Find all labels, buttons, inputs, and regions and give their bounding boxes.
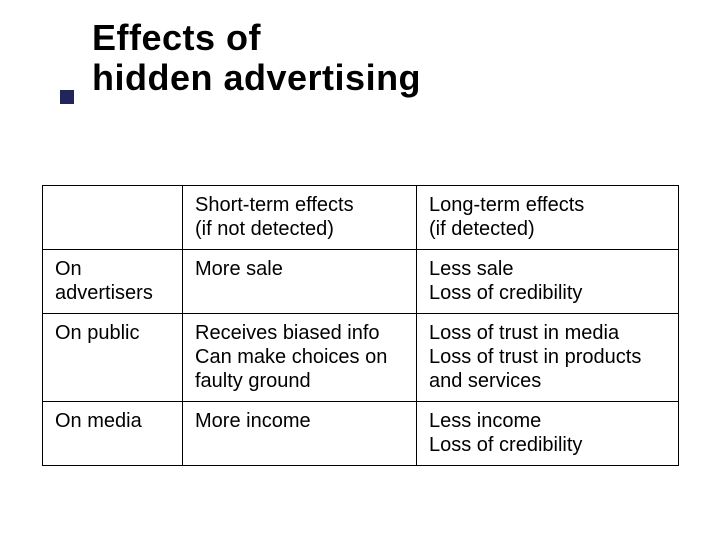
cell: Receives biased info Can make choices on… xyxy=(183,313,417,401)
effects-table: Short-term effects (if not detected) Lon… xyxy=(42,185,678,466)
slide: Effects of hidden advertising Short-term… xyxy=(0,0,720,540)
cell: Less sale Loss of credibility xyxy=(417,249,679,313)
cell: Less income Loss of credibility xyxy=(417,401,679,465)
table-row: On advertisers More sale Less sale Loss … xyxy=(43,249,679,313)
header-cell-long-term: Long-term effects (if detected) xyxy=(417,186,679,250)
title-line-1: Effects of xyxy=(92,17,261,58)
title-line-2: hidden advertising xyxy=(92,57,421,98)
row-label-advertisers: On advertisers xyxy=(43,249,183,313)
table-row: Short-term effects (if not detected) Lon… xyxy=(43,186,679,250)
cell: More income xyxy=(183,401,417,465)
row-label-media: On media xyxy=(43,401,183,465)
table-row: On media More income Less income Loss of… xyxy=(43,401,679,465)
table: Short-term effects (if not detected) Lon… xyxy=(42,185,679,466)
cell: More sale xyxy=(183,249,417,313)
title-bullet-icon xyxy=(60,90,74,104)
cell: Loss of trust in media Loss of trust in … xyxy=(417,313,679,401)
slide-title: Effects of hidden advertising xyxy=(92,18,421,99)
row-label-public: On public xyxy=(43,313,183,401)
header-cell-short-term: Short-term effects (if not detected) xyxy=(183,186,417,250)
table-row: On public Receives biased info Can make … xyxy=(43,313,679,401)
header-cell-empty xyxy=(43,186,183,250)
